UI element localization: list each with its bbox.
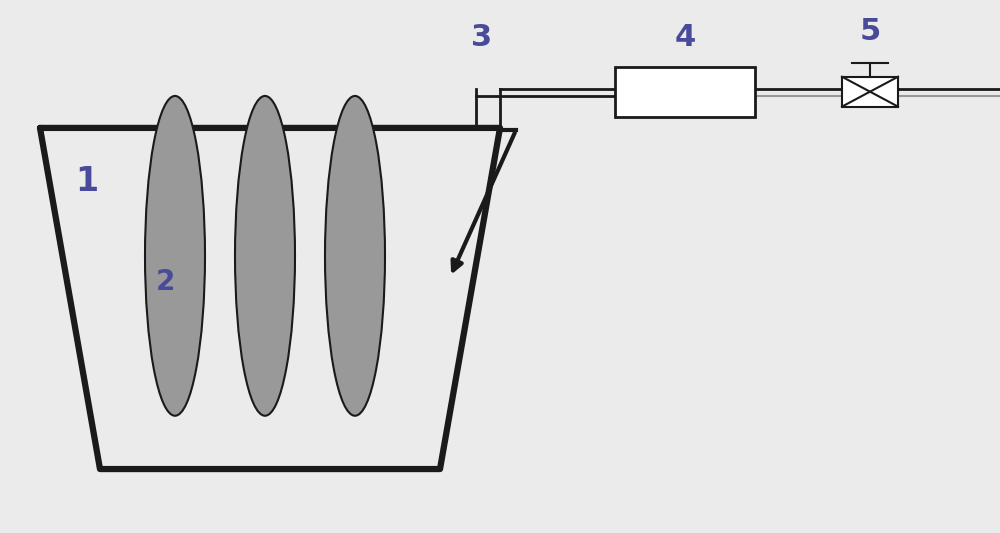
Ellipse shape bbox=[235, 96, 295, 416]
Ellipse shape bbox=[325, 96, 385, 416]
Text: 5: 5 bbox=[859, 18, 881, 46]
Bar bbox=[842, 77, 898, 107]
Text: 4: 4 bbox=[674, 23, 696, 52]
Bar bbox=[615, 67, 755, 117]
Text: 1: 1 bbox=[75, 165, 98, 198]
Text: 2: 2 bbox=[155, 269, 175, 296]
Text: 3: 3 bbox=[471, 23, 493, 52]
Ellipse shape bbox=[145, 96, 205, 416]
